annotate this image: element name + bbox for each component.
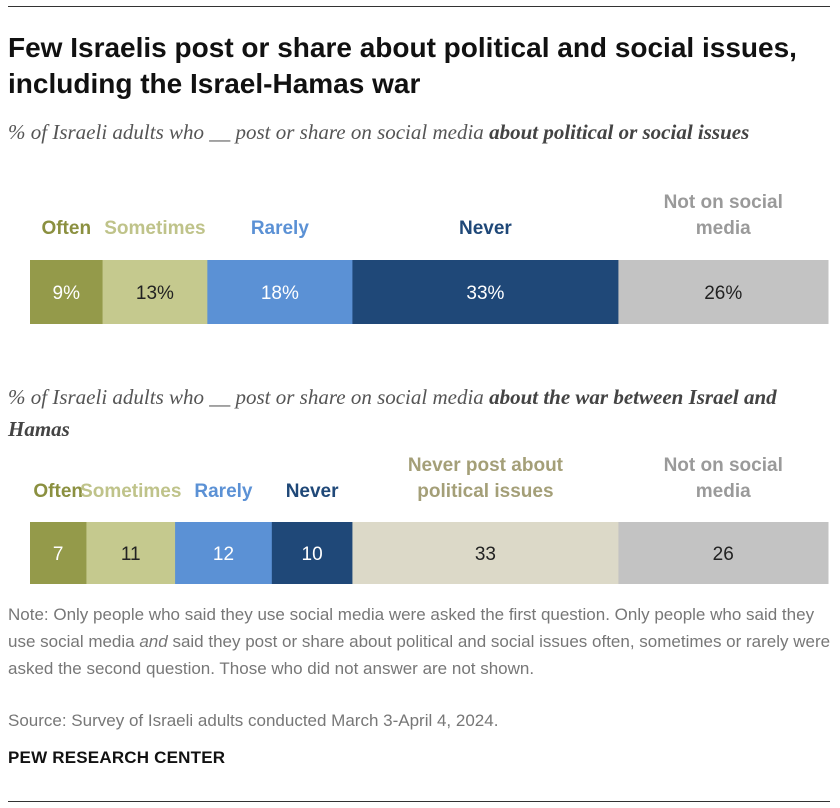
source-line: Source: Survey of Israeli adults conduct… (8, 711, 499, 730)
data-label-never: 33% (466, 283, 504, 304)
legend-label-rarely: Rarely (251, 218, 310, 239)
bar-segment-sometimes (86, 522, 176, 584)
legend-label-not-on-social-media: Not on social media (664, 192, 783, 239)
subtitle-political-prefix: % of Israeli adults who __ post or share… (8, 120, 490, 144)
legend-label-rarely: Rarely (194, 481, 253, 502)
pew-logo-text: PEW RESEARCH CENTER (8, 748, 226, 767)
footnote: Note: Only people who said they use soci… (8, 601, 834, 682)
legend-label-never: Never (286, 481, 339, 502)
legend-label-often: Often (41, 218, 91, 239)
legend-label-not-on-social-media: Not on social media (664, 455, 783, 502)
data-label-never-post-about-political-issues: 33 (475, 544, 496, 565)
subtitle-political-emphasis: about political or social issues (489, 120, 750, 144)
bar-segment-sometimes (102, 260, 208, 324)
bar-segment-never-post-about-political-issues (352, 522, 619, 584)
subtitle-war-prefix: % of Israeli adults who __ post or share… (8, 385, 490, 409)
legend-label-never-post-about-political-issues: Never post about political issues (408, 455, 564, 502)
bar-segment-never (352, 260, 619, 324)
bar-segment-never (271, 522, 353, 584)
chart-title: Few Israelis post or share about politic… (8, 32, 797, 99)
bottom-rule (8, 801, 830, 802)
subtitle-political: % of Israeli adults who __ post or share… (8, 116, 823, 148)
data-label-rarely: 18% (261, 283, 299, 304)
footnote-italic: and (139, 632, 168, 651)
data-label-never: 10 (302, 544, 323, 565)
legend-label-sometimes: Sometimes (80, 481, 181, 502)
subtitle-war: % of Israeli adults who __ post or share… (8, 381, 823, 445)
data-label-not-on-social-media: 26% (704, 283, 742, 304)
data-label-sometimes: 13% (136, 283, 174, 304)
legend-label-sometimes: Sometimes (104, 218, 205, 239)
data-label-not-on-social-media: 26 (713, 544, 734, 565)
bar-segment-rarely (175, 522, 273, 584)
bar-segment-often (30, 522, 87, 584)
subtitle-war-emphasis: about the war between Israel and Hamas (8, 385, 777, 441)
bar-segment-often (30, 260, 104, 324)
data-label-often: 9% (53, 283, 81, 304)
chart-israel-hamas-war: 7 Often 11 Sometimes 12 Rarely 10 Never 33 Never … (30, 455, 829, 584)
data-label-often: 7 (53, 544, 64, 565)
footnote-part2: said they post or share about political … (8, 632, 831, 678)
top-rule (8, 6, 830, 7)
data-label-rarely: 12 (213, 544, 234, 565)
data-label-sometimes: 11 (121, 544, 141, 565)
legend-label-often: Often (33, 481, 83, 502)
bar-segment-not-on-social-media (618, 260, 829, 324)
legend-label-never: Never (459, 218, 512, 239)
bar-segment-rarely (207, 260, 353, 324)
bar-segment-not-on-social-media (618, 522, 829, 584)
footnote-part1: Note: Only people who said they use soci… (8, 605, 815, 651)
chart-political-issues: 9% Often 13% Sometimes 18% Rarely 33% Never 26% N… (30, 192, 829, 324)
